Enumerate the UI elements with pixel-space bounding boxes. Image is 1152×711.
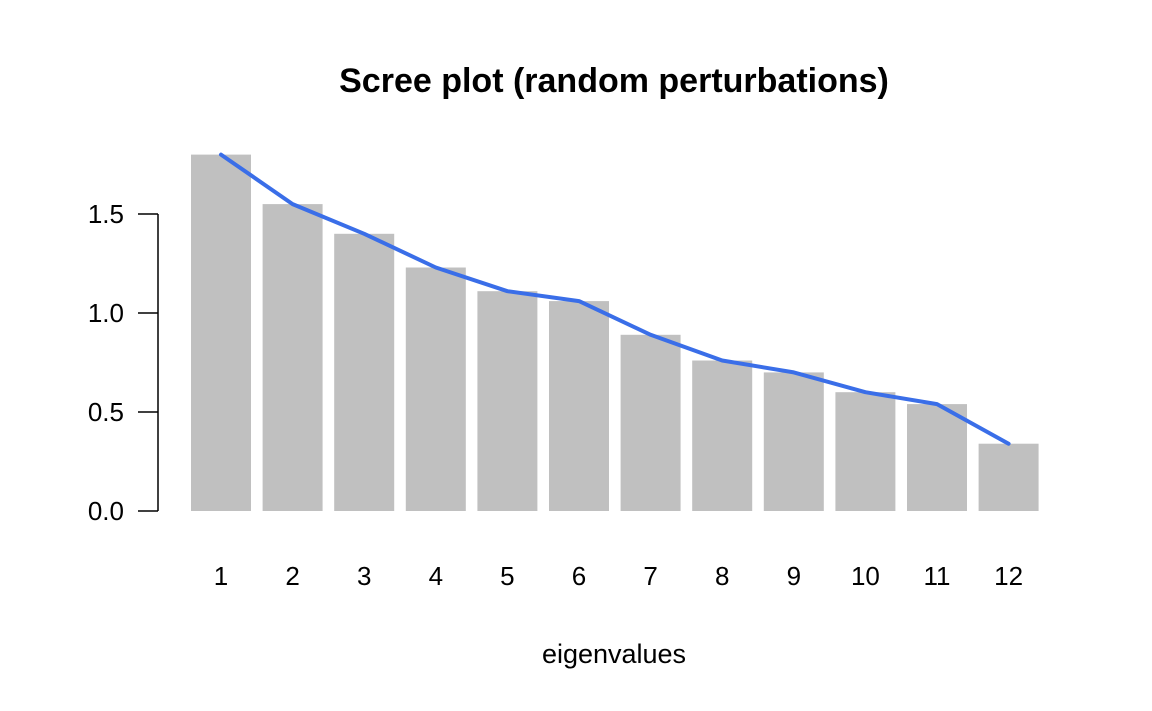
bar-11 (907, 404, 967, 511)
bar-3 (334, 233, 395, 512)
x-tick-label: 2 (285, 561, 299, 591)
x-tick-label: 4 (429, 561, 443, 591)
x-tick-label: 5 (500, 561, 514, 591)
x-axis-label: eigenvalues (542, 639, 686, 669)
y-tick-label: 1.5 (88, 199, 124, 229)
x-tick-label: 3 (357, 561, 371, 591)
bar-8 (692, 360, 753, 511)
bar-7 (620, 334, 681, 511)
bar-12 (978, 443, 1039, 511)
y-tick-label: 1.0 (88, 298, 124, 328)
x-tick-label: 10 (851, 561, 880, 591)
bar-10 (835, 392, 896, 511)
eigenvalue-line (219, 152, 1011, 446)
y-axis: 0.0 0.5 1.0 1.5 (88, 199, 159, 526)
bar-2 (262, 204, 323, 511)
bar-6 (549, 301, 609, 511)
bar-series (191, 154, 1039, 512)
bar-1 (191, 154, 251, 511)
line-series (219, 152, 1011, 446)
x-tick-label: 9 (787, 561, 801, 591)
chart-title: Scree plot (random perturbations) (339, 62, 889, 100)
bar-4 (405, 267, 466, 511)
x-tick-label: 11 (924, 561, 951, 591)
y-tick-label: 0.5 (88, 397, 124, 427)
y-tick-label: 0.0 (88, 496, 124, 526)
bar-9 (763, 372, 824, 511)
x-tick-label: 7 (643, 561, 657, 591)
x-tick-label: 6 (572, 561, 586, 591)
x-tick-label: 8 (715, 561, 729, 591)
bar-5 (477, 291, 538, 511)
x-axis-tick-labels: 1 2 3 4 5 6 7 8 9 10 11 12 (214, 561, 1023, 591)
x-tick-label: 1 (214, 561, 228, 591)
x-tick-label: 12 (994, 561, 1023, 591)
